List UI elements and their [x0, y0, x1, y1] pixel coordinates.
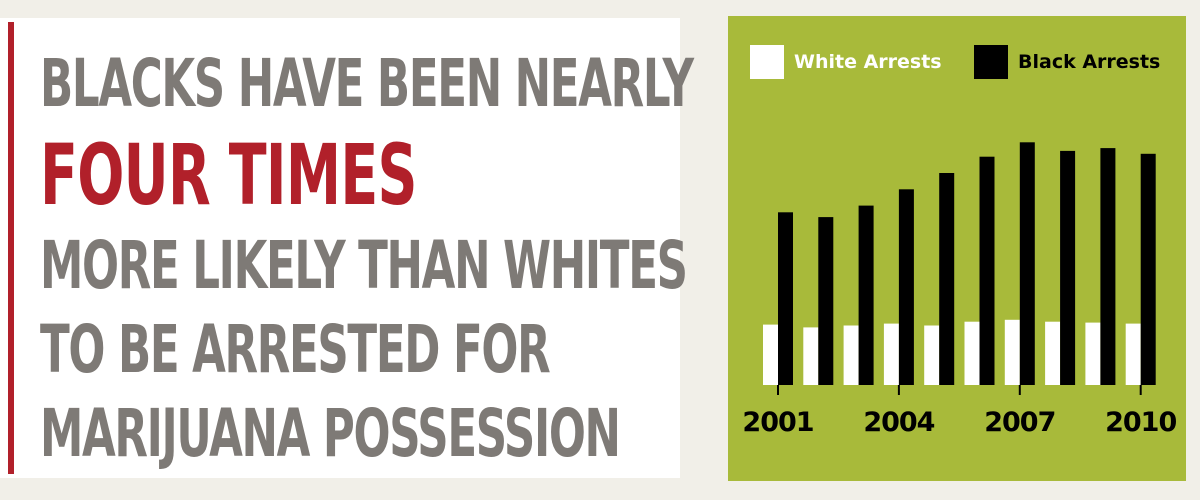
bar-black-arrests-2010: [1140, 153, 1156, 385]
headline-line-5: MARIJUANA POSSESSION: [40, 395, 621, 472]
bar-white-arrests-2002: [803, 327, 819, 385]
accent-bar: [8, 22, 14, 474]
chart-canvas: 2001 2004 2007 2010: [742, 142, 1177, 438]
x-tick-label: 2007: [984, 407, 1055, 438]
headline-line-1: BLACKS HAVE BEEN NEARLY: [40, 45, 694, 122]
headline: BLACKS HAVE BEEN NEARLY FOUR TIMES MORE …: [40, 42, 694, 476]
headline-line-3: MORE LIKELY THAN WHITES: [40, 227, 688, 304]
bar-white-arrests-2004: [883, 323, 899, 385]
bar-white-arrests-2008: [1045, 321, 1061, 385]
bar-black-arrests-2001: [778, 212, 793, 385]
bar-black-arrests-2008: [1060, 150, 1076, 385]
bar-black-arrests-2005: [939, 173, 955, 385]
headline-line-4: TO BE ARRESTED FOR: [40, 311, 551, 388]
bar-white-arrests-2001: [763, 324, 778, 385]
legend-item-white-arrests: White Arrests: [750, 44, 942, 80]
bar-white-arrests-2007: [1004, 319, 1020, 385]
legend-swatch: [750, 45, 784, 79]
bar-chart: White Arrests Black Arrests 2001 2004 2007 2…: [728, 16, 1186, 481]
bar-white-arrests-2009: [1085, 322, 1101, 385]
bar-white-arrests-2010: [1125, 323, 1141, 385]
bar-black-arrests-2002: [818, 217, 834, 385]
x-tick-label: 2001: [742, 407, 813, 438]
bar-black-arrests-2004: [898, 189, 914, 385]
legend-label: White Arrests: [794, 51, 942, 73]
legend-swatch: [974, 45, 1008, 79]
bar-black-arrests-2006: [979, 156, 995, 385]
chart-legend: White Arrests Black Arrests: [728, 44, 1186, 80]
bar-black-arrests-2007: [1019, 142, 1035, 385]
legend-label: Black Arrests: [1018, 51, 1161, 73]
legend-item-black-arrests: Black Arrests: [974, 44, 1160, 80]
bar-black-arrests-2003: [858, 205, 874, 385]
bar-black-arrests-2009: [1100, 148, 1116, 385]
headline-panel: BLACKS HAVE BEEN NEARLY FOUR TIMES MORE …: [0, 18, 694, 478]
x-tick-label: 2004: [863, 407, 934, 438]
bar-white-arrests-2005: [924, 325, 940, 385]
bar-white-arrests-2003: [843, 325, 859, 385]
bar-white-arrests-2006: [964, 321, 980, 385]
headline-emphasis: FOUR TIMES: [40, 126, 417, 224]
x-tick-label: 2010: [1105, 407, 1176, 438]
